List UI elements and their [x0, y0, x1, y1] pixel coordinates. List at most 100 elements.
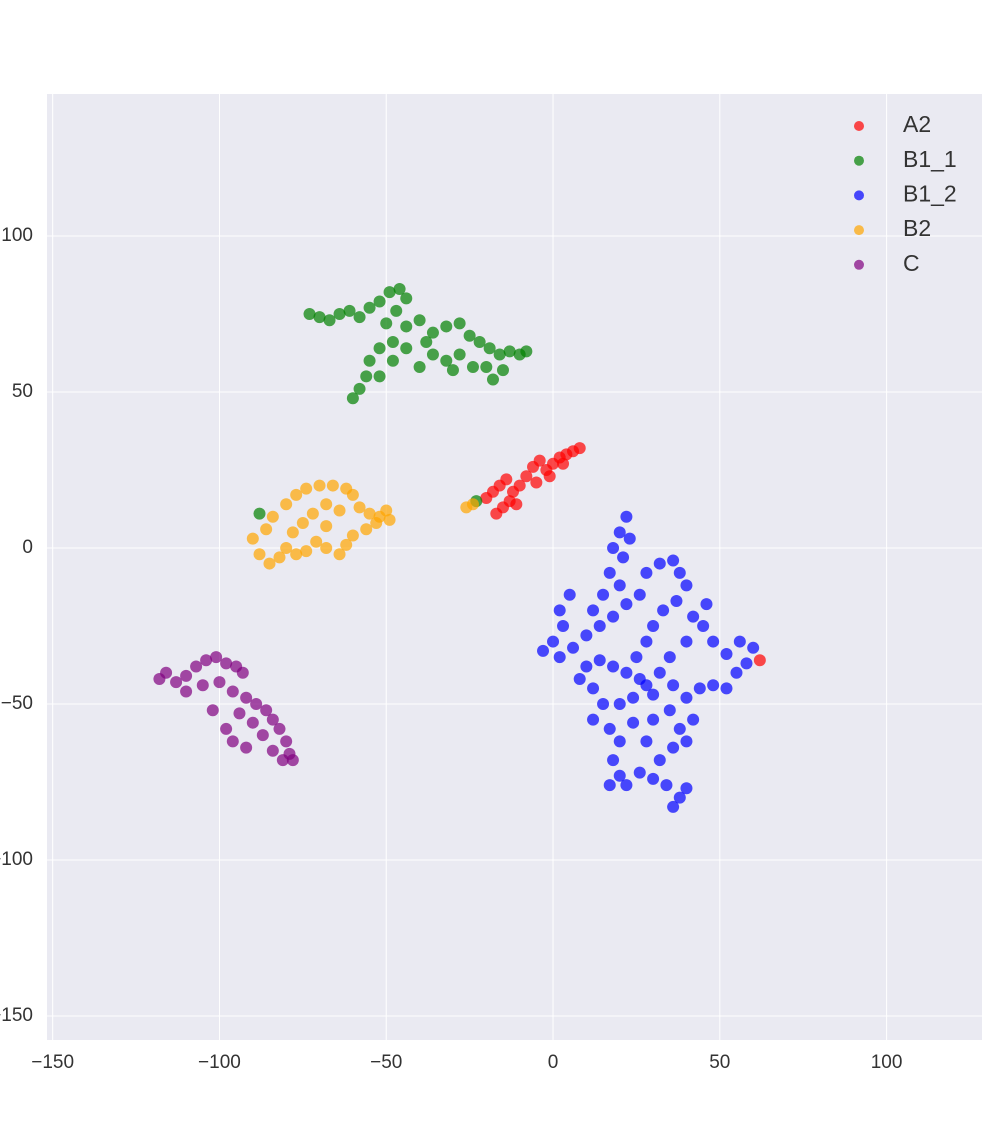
- point: [553, 651, 566, 664]
- point: [707, 679, 720, 692]
- point: [220, 657, 233, 670]
- point: [490, 507, 503, 520]
- point: [373, 295, 386, 308]
- legend-label: A2: [903, 111, 931, 137]
- point: [313, 311, 326, 324]
- point: [300, 545, 313, 558]
- point: [180, 685, 193, 698]
- point: [323, 314, 336, 327]
- point: [446, 364, 459, 377]
- point: [647, 713, 660, 726]
- point: [313, 479, 326, 492]
- point: [210, 651, 223, 664]
- point: [633, 673, 646, 686]
- point: [680, 735, 693, 748]
- point: [496, 364, 509, 377]
- point: [306, 507, 319, 520]
- point: [413, 361, 426, 374]
- point: [627, 691, 640, 704]
- point: [620, 598, 633, 611]
- x-tick-label: −100: [198, 1052, 241, 1073]
- point: [573, 442, 586, 455]
- legend-marker: [854, 259, 864, 270]
- point: [280, 498, 293, 511]
- point: [253, 548, 266, 561]
- point: [180, 669, 193, 682]
- point: [380, 504, 393, 517]
- point: [353, 501, 366, 514]
- point: [420, 336, 433, 349]
- point: [426, 326, 439, 339]
- point: [680, 635, 693, 648]
- point: [256, 729, 269, 742]
- point: [346, 392, 359, 405]
- point: [240, 691, 253, 704]
- point: [720, 682, 733, 695]
- point: [253, 507, 266, 520]
- x-tick-label: −150: [31, 1052, 74, 1073]
- x-tick-label: 50: [709, 1052, 730, 1073]
- y-tick-label: −100: [0, 849, 33, 870]
- point: [483, 342, 496, 355]
- point: [597, 588, 610, 601]
- point: [640, 735, 653, 748]
- point: [296, 517, 309, 530]
- point: [700, 598, 713, 611]
- plot-area: [47, 94, 982, 1040]
- point: [687, 610, 700, 623]
- point: [607, 610, 620, 623]
- legend-label: B2: [903, 215, 931, 241]
- point: [160, 666, 173, 679]
- point: [687, 713, 700, 726]
- point: [290, 548, 303, 561]
- point: [660, 779, 673, 792]
- point: [653, 666, 666, 679]
- point: [647, 688, 660, 701]
- point: [667, 800, 680, 813]
- point: [233, 707, 246, 720]
- point: [640, 566, 653, 579]
- point: [360, 370, 373, 383]
- point: [480, 361, 493, 374]
- point: [343, 304, 356, 317]
- point: [593, 619, 606, 632]
- point: [680, 691, 693, 704]
- legend-marker: [854, 121, 864, 131]
- point: [380, 317, 393, 330]
- point: [200, 654, 213, 667]
- point: [633, 766, 646, 779]
- point: [266, 744, 279, 757]
- point: [500, 473, 513, 486]
- y-tick-label: −150: [0, 1005, 33, 1026]
- point: [663, 651, 676, 664]
- point: [413, 314, 426, 327]
- point: [707, 635, 720, 648]
- point: [607, 541, 620, 554]
- point: [680, 579, 693, 592]
- point: [466, 498, 479, 511]
- point: [510, 498, 523, 511]
- point: [740, 657, 753, 670]
- point: [613, 735, 626, 748]
- point: [513, 479, 526, 492]
- point: [667, 554, 680, 567]
- point: [333, 548, 346, 561]
- point: [573, 673, 586, 686]
- point: [587, 604, 600, 617]
- point: [390, 304, 403, 317]
- point: [426, 348, 439, 361]
- point: [303, 307, 316, 320]
- point: [653, 754, 666, 767]
- point: [747, 641, 760, 654]
- point: [563, 588, 576, 601]
- point: [170, 676, 183, 689]
- point: [300, 482, 313, 495]
- point: [363, 507, 376, 520]
- point: [286, 526, 299, 539]
- y-tick-label: 50: [12, 381, 33, 402]
- point: [633, 588, 646, 601]
- ticks: −150 −100 −50 0 50 100 −150 −100 −50 0 50 100: [0, 225, 902, 1073]
- point: [623, 532, 636, 545]
- point: [620, 666, 633, 679]
- point: [630, 651, 643, 664]
